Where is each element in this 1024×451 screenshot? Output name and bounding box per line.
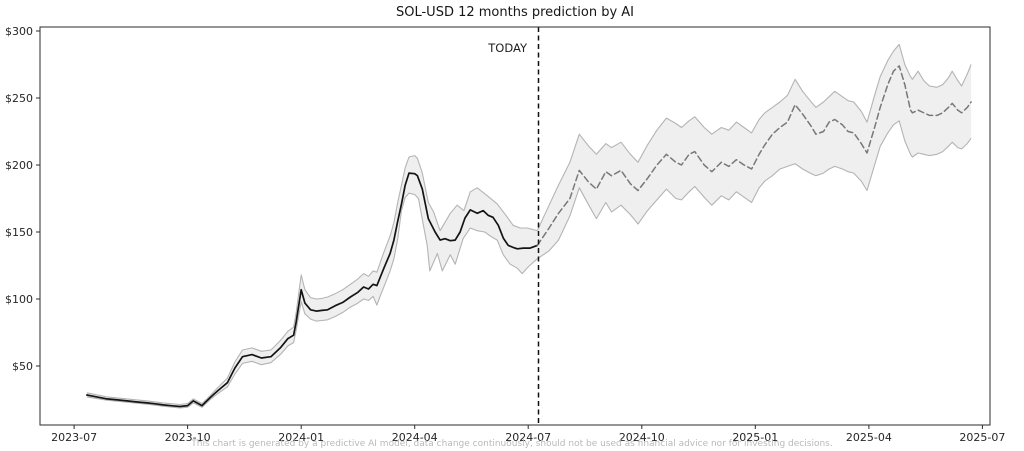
plot-frame — [39, 26, 991, 426]
x-tick-label: 2025-04 — [846, 431, 892, 444]
x-tick-label: 2023-10 — [165, 431, 211, 444]
disclaimer-text: This chart is generated by a predictive … — [191, 439, 833, 449]
x-tick-label: 2025-07 — [959, 431, 1005, 444]
x-tick-label: 2024-04 — [392, 431, 438, 444]
historical-confidence-band — [86, 155, 538, 408]
today-annotation: TODAY — [488, 41, 527, 55]
x-tick-label: 2024-01 — [278, 431, 324, 444]
y-tick-label: $150 — [5, 226, 33, 239]
historical-price-line — [86, 172, 539, 408]
y-tick-label: $100 — [5, 293, 33, 306]
historical-confidence-band-lower-edge — [86, 192, 538, 409]
x-tick-label: 2024-10 — [619, 431, 665, 444]
y-tick-label: $200 — [5, 159, 33, 172]
prediction-confidence-band-lower-edge — [536, 120, 972, 260]
historical-confidence-band-upper-edge — [86, 155, 538, 406]
x-tick-label: 2025-01 — [732, 431, 778, 444]
x-tick-label: 2023-07 — [51, 431, 97, 444]
x-tick-label: 2024-07 — [505, 431, 551, 444]
prediction-confidence-band-upper-edge — [536, 43, 972, 231]
prediction-confidence-band — [537, 44, 972, 259]
predicted-price-line — [536, 65, 972, 247]
y-tick-label: $50 — [12, 360, 33, 373]
y-tick-label: $300 — [5, 25, 33, 38]
chart-title: SOL-USD 12 months prediction by AI — [395, 5, 635, 20]
y-tick-label: $250 — [5, 92, 33, 105]
